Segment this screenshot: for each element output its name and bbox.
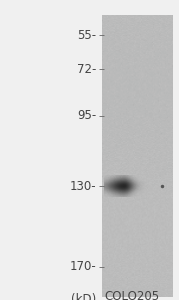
Text: 72-: 72-: [77, 63, 97, 76]
Bar: [102, 15, 173, 297]
Text: 170-: 170-: [70, 260, 97, 273]
Text: 95-: 95-: [77, 109, 97, 122]
Text: 55-: 55-: [78, 28, 97, 42]
Text: (kD): (kD): [71, 293, 97, 300]
Text: 130-: 130-: [70, 180, 97, 193]
Text: COLO205: COLO205: [104, 290, 159, 300]
